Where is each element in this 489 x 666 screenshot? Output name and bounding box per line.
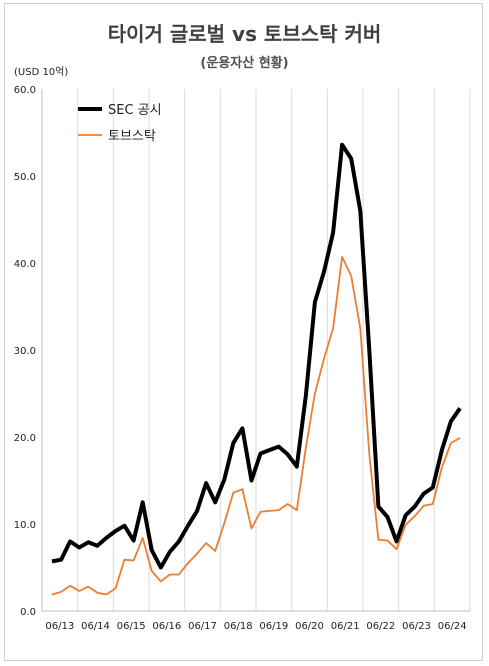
y-tick-label: 40.0 xyxy=(14,259,36,270)
y-axis-unit-label: (USD 10억) xyxy=(14,67,69,78)
y-tick-label: 10.0 xyxy=(14,520,36,531)
legend-label: 토브스탁 xyxy=(108,129,156,144)
x-tick-label: 06/23 xyxy=(402,621,431,632)
chart-title: 타이거 글로벌 vs 토브스탁 커버 xyxy=(107,22,382,46)
x-tick-label: 06/13 xyxy=(45,621,74,632)
y-tick-labels: 0.0 10.0 20.0 30.0 40.0 50.0 60.0 xyxy=(14,85,36,618)
y-tick-label: 50.0 xyxy=(14,172,36,183)
y-tick-label: 60.0 xyxy=(14,85,36,96)
y-tick-label: 20.0 xyxy=(14,433,36,444)
chart-subtitle: (운용자산 현황) xyxy=(200,56,289,71)
x-tick-label: 06/17 xyxy=(188,621,217,632)
series-line-tobstock xyxy=(51,255,461,596)
y-tick-label: 30.0 xyxy=(14,346,36,357)
x-tick-label: 06/20 xyxy=(295,621,324,632)
x-tick-label: 06/24 xyxy=(438,621,467,632)
x-tick-label: 06/18 xyxy=(224,621,253,632)
x-tick-label: 06/16 xyxy=(152,621,181,632)
x-tick-label: 06/15 xyxy=(117,621,146,632)
axes xyxy=(41,89,470,612)
x-tick-labels: 06/13 06/14 06/15 06/16 06/17 06/18 06/19 06/20… xyxy=(45,621,466,632)
x-tick-label: 06/14 xyxy=(81,621,110,632)
x-tick-label: 06/19 xyxy=(259,621,288,632)
grid-lines xyxy=(41,89,471,611)
series-line-sec xyxy=(51,142,462,570)
chart-frame xyxy=(4,3,483,661)
x-tick-label: 06/22 xyxy=(366,621,395,632)
y-tick-label: 0.0 xyxy=(20,607,36,618)
legend-label: SEC 공시 xyxy=(108,103,162,118)
x-tick-label: 06/21 xyxy=(331,621,360,632)
series-lines xyxy=(51,142,462,596)
